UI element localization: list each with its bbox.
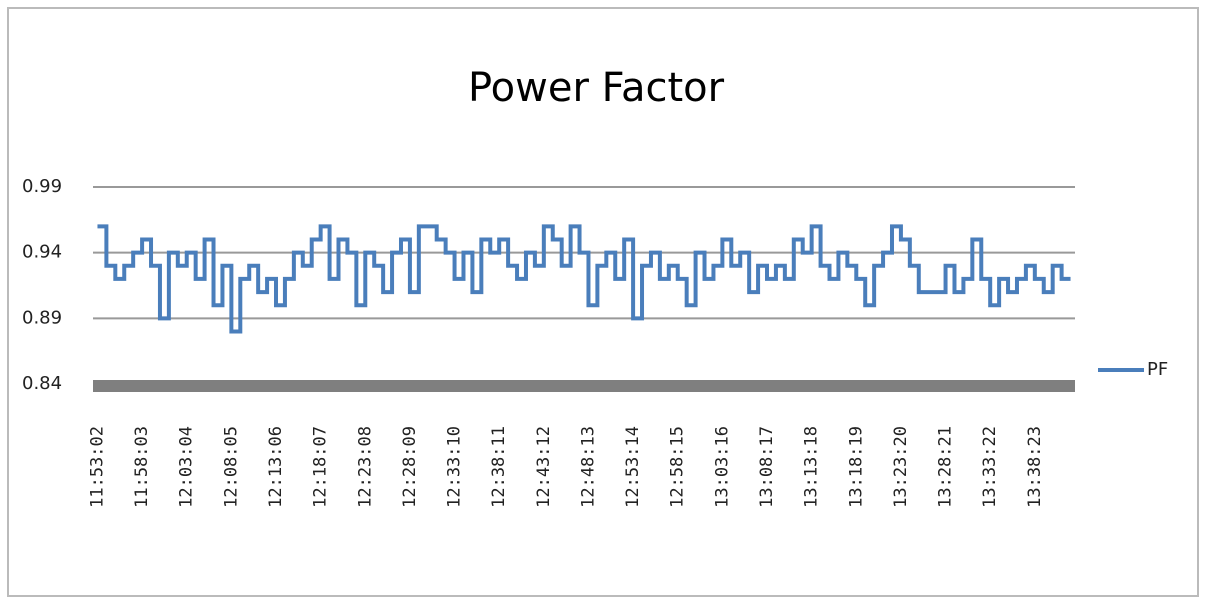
x-tick-label: 13:33:22: [980, 426, 1000, 508]
series-line: [97, 224, 1071, 334]
x-tick-label: 12:18:07: [311, 426, 331, 508]
y-tick-label: 0.99: [22, 176, 62, 197]
y-tick-label: 0.84: [22, 373, 62, 394]
x-tick-label: 13:18:19: [846, 426, 866, 508]
x-tick-label: 11:53:02: [87, 426, 107, 508]
x-tick-label: 12:03:04: [177, 426, 197, 508]
legend-label: PF: [1147, 359, 1168, 380]
x-tick-label: 12:58:15: [668, 426, 688, 508]
x-tick-label: 12:53:14: [623, 426, 643, 508]
x-tick-label: 12:48:13: [578, 426, 598, 508]
y-tick-label: 0.94: [22, 242, 62, 263]
x-tick-label: 13:03:16: [712, 426, 732, 508]
x-axis: [93, 380, 1075, 392]
x-tick-label: 13:28:21: [936, 426, 956, 508]
x-tick-label: 13:38:23: [1025, 426, 1045, 508]
chart-title: Power Factor: [468, 65, 725, 111]
y-tick-label: 0.89: [22, 307, 62, 328]
x-tick-label: 12:43:12: [534, 426, 554, 508]
x-tick-label: 12:13:06: [266, 426, 286, 508]
x-tick-label: 13:13:18: [802, 426, 822, 508]
x-tick-label: 12:28:09: [400, 426, 420, 508]
x-tick-label: 12:33:10: [445, 426, 465, 508]
x-tick-label: 13:23:20: [891, 426, 911, 508]
x-tick-label: 11:58:03: [132, 426, 152, 508]
x-tick-label: 12:38:11: [489, 426, 509, 508]
x-tick-label: 12:23:08: [355, 426, 375, 508]
x-tick-label: 13:08:17: [757, 426, 777, 508]
x-tick-label: 12:08:05: [221, 426, 241, 508]
